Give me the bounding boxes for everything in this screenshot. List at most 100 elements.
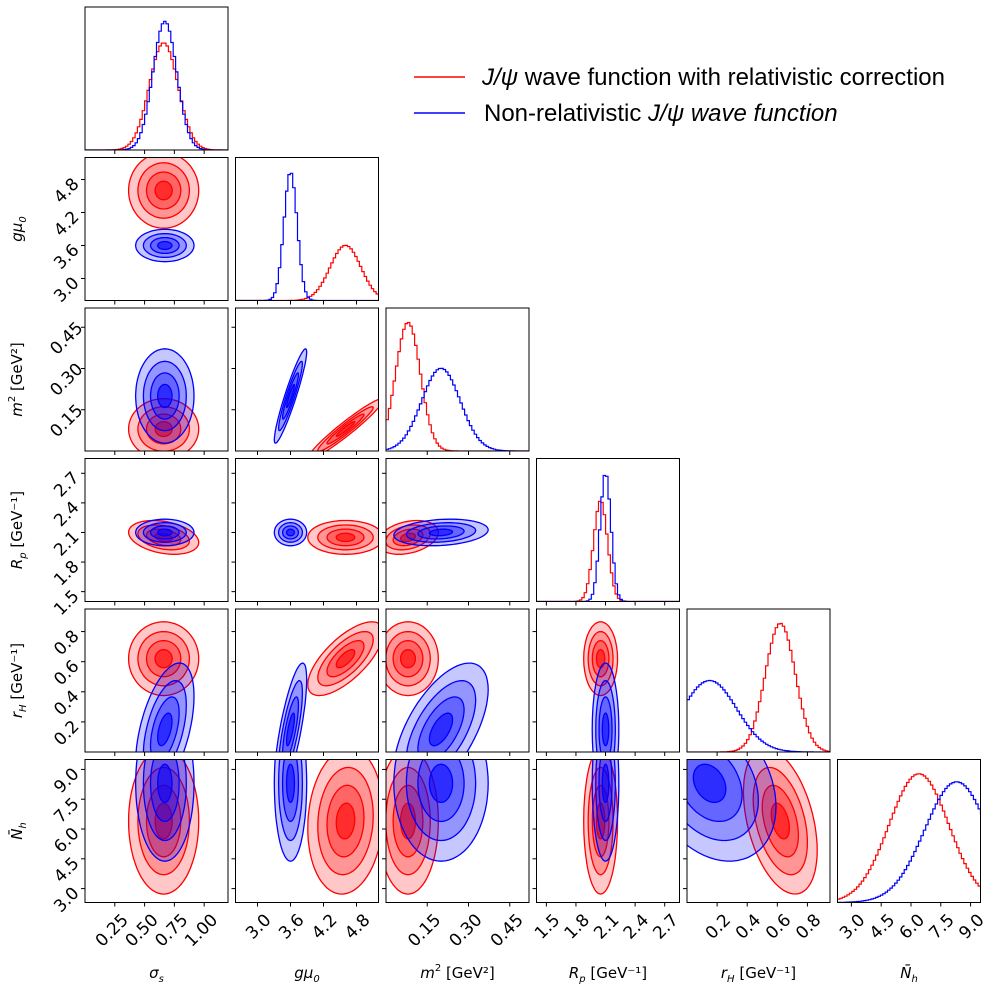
panel-gmu0-rH <box>275 621 379 752</box>
axis-label-subscript: 0 <box>313 974 319 985</box>
panel-m2-rH <box>386 621 489 752</box>
panel-m2-m2 <box>386 321 529 451</box>
panel-frame <box>235 157 379 301</box>
x-tick-label: 2.4 <box>620 910 653 943</box>
legend-label-relativistic: J/ψ wave function with relativistic corr… <box>481 64 945 91</box>
panel-gmu0-Nh <box>273 759 379 895</box>
panel-rH-rH <box>687 622 830 752</box>
panel-sigma-Rp <box>127 518 200 555</box>
axis-label-symbol: R <box>8 559 26 569</box>
panel-frame <box>84 307 229 452</box>
x-axis-label-sigma: σs <box>149 964 164 985</box>
contour-relativistic-4 <box>154 180 173 201</box>
panel-frame <box>385 759 530 903</box>
histogram-nonrelativistic-gmu0 <box>235 172 379 301</box>
contour-nonrelativistic-4 <box>285 763 296 804</box>
y-tick-label: 3.0 <box>50 883 83 916</box>
axis-label-symbol: gμ <box>8 223 26 242</box>
contour-nonrelativistic-4 <box>692 763 727 804</box>
y-tick-label: 4.2 <box>50 207 83 240</box>
x-tick-label: 2.1 <box>590 910 623 943</box>
x-tick-label: 1.8 <box>561 910 594 943</box>
x-tick-label: 0.4 <box>732 910 765 943</box>
contour-relativistic-4 <box>595 648 606 669</box>
axis-label-subscript: H <box>18 704 29 712</box>
contour-relativistic-4 <box>399 648 417 669</box>
x-tick-label: 6.0 <box>896 910 929 943</box>
y-axis-label-m2: m2 [GeV²] <box>7 342 26 417</box>
panel-frame <box>84 608 229 753</box>
panel-frame <box>686 608 831 753</box>
panel-m2-Rp <box>386 518 489 555</box>
y-tick-label: 0.8 <box>50 626 83 659</box>
panel-frame <box>536 759 680 903</box>
panel-Rp-Nh <box>583 759 620 895</box>
x-tick-label: 0.15 <box>404 910 445 951</box>
contour-nonrelativistic-4 <box>157 712 173 747</box>
panel-frame <box>686 759 831 903</box>
y-tick-label: 0.15 <box>46 401 87 442</box>
contour-nonrelativistic-4 <box>157 763 173 804</box>
histogram-relativistic-sigma <box>85 42 228 150</box>
x-tick-label: 2.7 <box>649 910 682 943</box>
axis-label-unit: [GeV²] <box>441 964 495 982</box>
axis-label-symbol: m <box>420 964 435 982</box>
axis-label-subscript: h <box>18 822 29 828</box>
x-tick-label: 0.8 <box>792 910 825 943</box>
panel-sigma-gmu0 <box>127 157 200 263</box>
y-tick-label: 0.30 <box>46 360 87 401</box>
y-tick-label: 9.0 <box>50 764 83 797</box>
y-tick-label: 1.8 <box>50 557 83 590</box>
x-tick-label: 1.5 <box>531 910 564 943</box>
panel-Nh-Nh <box>837 773 981 903</box>
legend-label-part: wave function with relativistic correcti… <box>518 64 945 91</box>
contour-nonrelativistic-4 <box>285 712 296 747</box>
panel-frame <box>235 307 379 452</box>
histogram-nonrelativistic-Nh <box>837 781 981 903</box>
x-tick-label: 0.2 <box>702 910 735 943</box>
panel-frame <box>536 608 680 753</box>
y-tick-label: 0.4 <box>50 687 83 720</box>
y-tick-label: 2.1 <box>50 527 83 560</box>
panel-frame <box>84 759 229 903</box>
contour-relativistic-4 <box>335 648 356 669</box>
x-axis-label-m2: m2 [GeV²] <box>420 963 495 982</box>
axis-label-unit: [GeV⁻¹] <box>8 643 26 705</box>
contour-nonrelativistic-4 <box>157 240 173 251</box>
panel-sigma-rH <box>127 621 200 752</box>
y-tick-label: 7.5 <box>50 794 83 827</box>
contour-relativistic-4 <box>154 420 173 438</box>
legend-label-part: Non-relativistic <box>484 100 648 127</box>
y-axis-label-Nh: N̄h <box>7 822 29 840</box>
panel-sigma-sigma <box>85 20 228 150</box>
axis-label-symbol: σ <box>149 964 159 982</box>
panel-frame <box>84 6 229 151</box>
panel-frame <box>84 458 229 602</box>
panel-gmu0-gmu0 <box>235 172 379 301</box>
panel-frame <box>235 458 379 602</box>
panel-frame <box>536 458 680 602</box>
x-tick-label: 3.6 <box>275 910 308 943</box>
panel-frame <box>385 458 530 602</box>
x-tick-label: 3.0 <box>242 910 275 943</box>
panel-Rp-rH <box>583 621 620 752</box>
panel-frame <box>235 608 379 753</box>
histogram-relativistic-Nh <box>837 773 981 900</box>
x-axis-label-gmu0: gμ0 <box>294 964 319 985</box>
axis-label-subscript: s <box>159 974 164 985</box>
axis-label-subscript: p <box>18 552 29 559</box>
y-tick-label: 2.7 <box>50 468 83 501</box>
y-tick-label: 1.5 <box>50 586 83 619</box>
panel-frame <box>385 307 530 452</box>
y-tick-label: 3.6 <box>50 240 83 273</box>
panel-frame <box>235 759 379 903</box>
y-axis-label-rH: rH [GeV⁻¹] <box>8 643 29 718</box>
y-tick-label: 0.45 <box>46 318 87 359</box>
contour-relativistic-4 <box>335 532 356 543</box>
axis-label-symbol: r <box>721 964 728 982</box>
x-tick-label: 1.00 <box>181 910 222 951</box>
histogram-relativistic-rH <box>687 622 830 752</box>
legend-label-nonrelativistic: Non-relativistic J/ψ wave function <box>484 100 838 127</box>
x-tick-label: 0.30 <box>446 910 487 951</box>
